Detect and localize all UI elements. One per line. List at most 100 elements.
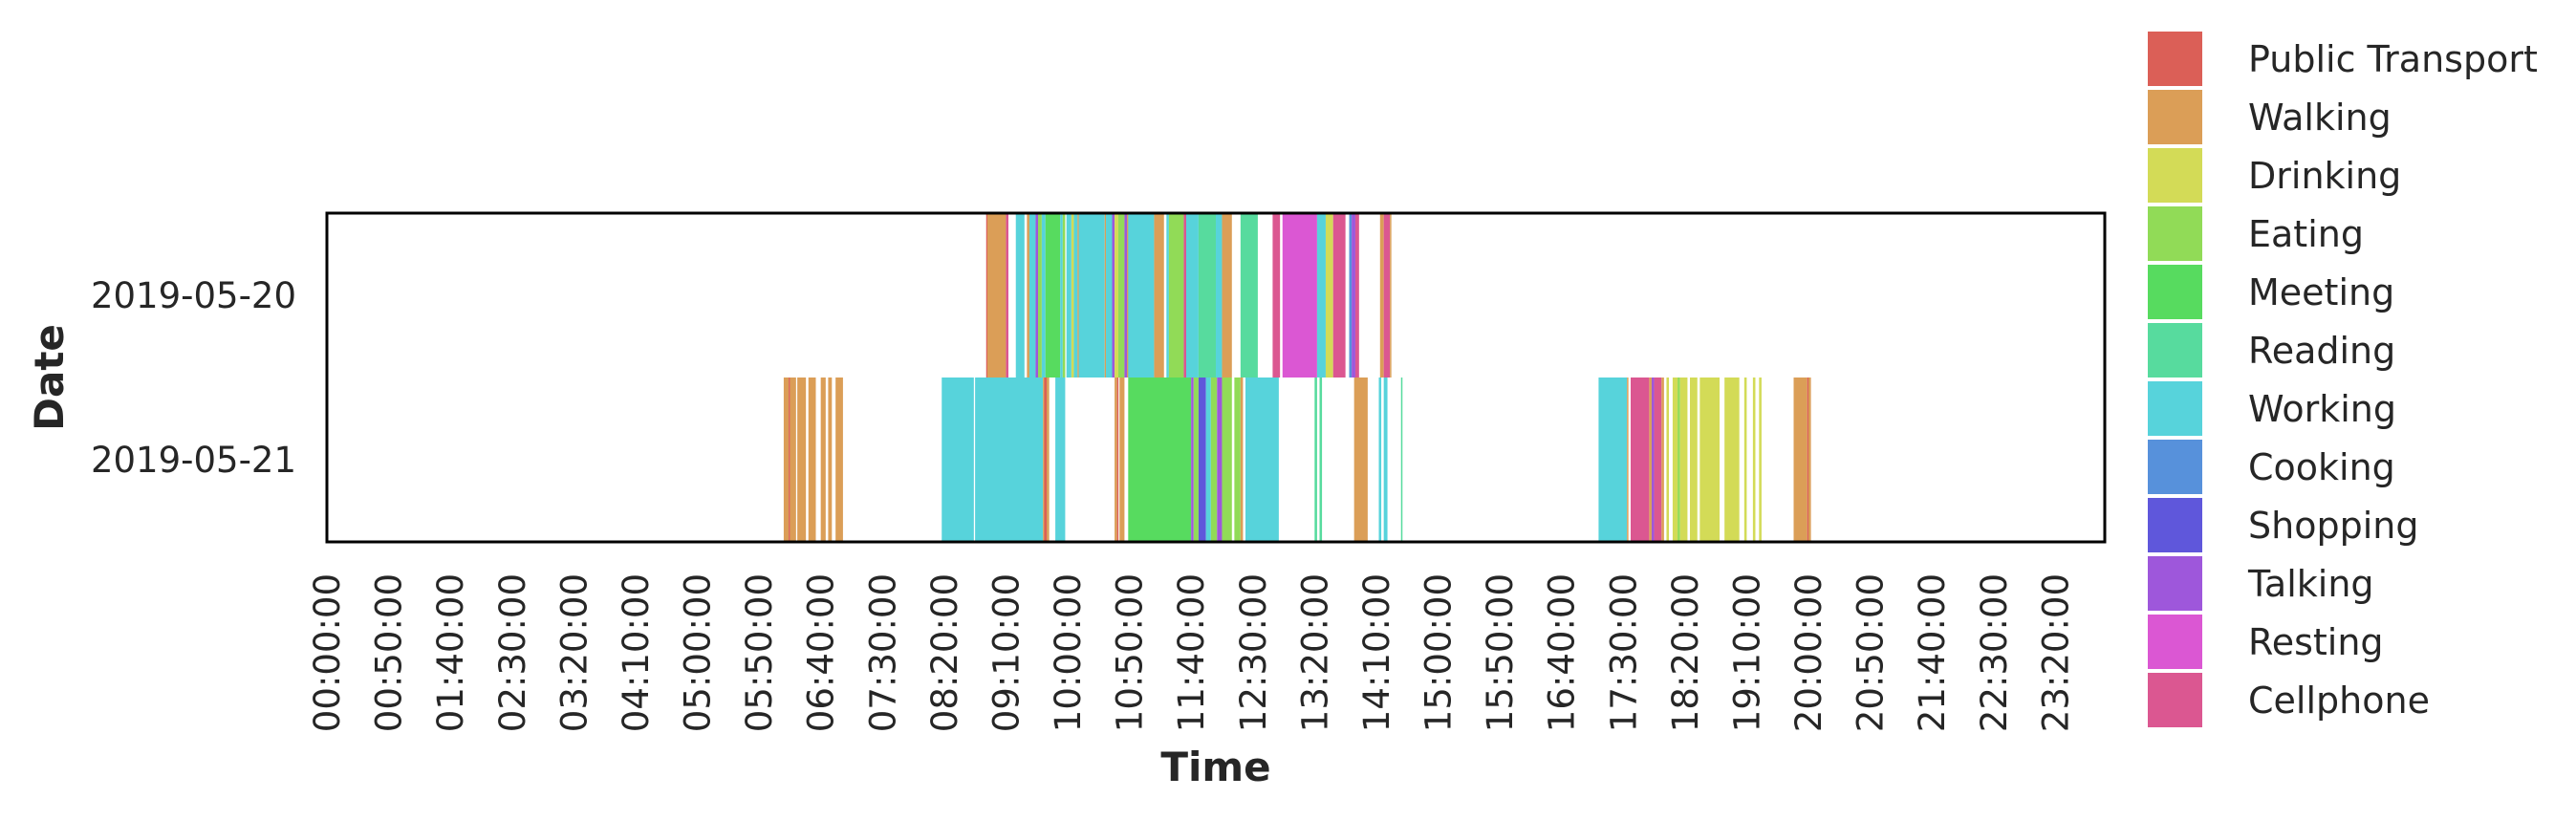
segment-walking [1627,378,1629,542]
legend-swatch [2148,206,2202,261]
x-tick-labels: 00:00:00 00:50:00 01:40:00 02:30:00 03:20:00… [307,573,2076,732]
segment-eating [1193,378,1199,542]
segment-meeting [1128,378,1192,542]
segment-talking [1035,213,1038,378]
legend-label: Meeting [2248,271,2394,313]
segment-walking [1119,378,1125,542]
x-tick-label: 11:40:00 [1171,573,1212,732]
x-tick-label: 22:30:00 [1974,573,2015,732]
segment-working [1028,213,1036,378]
segment-working [1383,378,1388,542]
x-axis-title: Time [1160,744,1270,790]
segment-reading [1319,378,1323,542]
x-tick-label: 01:40:00 [430,573,471,732]
segment-working [1073,213,1078,378]
segment-walking [1240,378,1244,542]
segment-drinking [1115,213,1118,378]
segment-working [1378,378,1382,542]
segment-working [1205,378,1211,542]
segment-resting [1282,213,1317,378]
x-tick-label: 16:40:00 [1542,573,1583,732]
legend-label: Shopping [2248,505,2418,547]
segment-cooking [1349,213,1353,378]
segment-walking [1043,378,1045,542]
segment-cellphone [1631,378,1650,542]
segment-eating [1117,213,1125,378]
segment-drinking [1690,378,1698,542]
x-tick-label: 13:20:00 [1294,573,1335,732]
segment-working [1245,378,1279,542]
segment-reading [1314,378,1317,542]
x-tick-label: 15:00:00 [1418,573,1460,732]
segment-working [1015,213,1025,378]
segment-walking [987,213,1007,378]
x-tick-label: 00:50:00 [369,573,410,732]
x-tick-label: 23:20:00 [2035,573,2076,732]
x-tick-label: 14:10:00 [1356,573,1397,732]
x-tick-label: 21:40:00 [1912,573,1953,732]
segment-working [1166,213,1169,378]
segment-walking [1127,213,1129,378]
y-tick-label: 2019-05-20 [91,275,296,316]
x-tick-label: 19:10:00 [1726,573,1767,732]
segment-walking [1222,213,1232,378]
x-tick-label: 10:50:00 [1110,573,1151,732]
x-tick-label: 20:00:00 [1788,573,1829,732]
segment-cellphone [1383,213,1391,378]
segment-talking [1352,213,1355,378]
segment-walking [1154,213,1164,378]
x-tick-label: 12:30:00 [1233,573,1274,732]
legend-label: Resting [2248,621,2384,663]
segment-public-transport [1807,378,1809,542]
segment-public-transport [1116,378,1119,542]
segment-working [1055,378,1066,542]
segment-drinking [1752,378,1756,542]
segment-cellphone [1183,213,1186,378]
segment-working [1060,213,1063,378]
segment-talking [1112,213,1115,378]
legend-swatch [2148,265,2202,319]
legend-swatch [2148,440,2202,494]
legend-label: Walking [2248,97,2392,139]
segment-working [975,378,1044,542]
segment-walking [797,378,807,542]
segment-walking [1808,378,1811,542]
segment-working [1106,213,1113,378]
segment-working [1078,213,1105,378]
segment-drinking [1699,378,1720,542]
legend-swatch [2148,498,2202,552]
x-tick-label: 00:00:00 [307,573,348,732]
x-tick-label: 02:30:00 [492,573,533,732]
segment-walking [1115,378,1117,542]
segment-working [1216,213,1223,378]
segment-working [1186,213,1199,378]
segment-drinking [1759,378,1762,542]
segment-drinking [1743,378,1747,542]
x-tick-label: 05:00:00 [678,573,719,732]
x-tick-label: 17:30:00 [1603,573,1644,732]
segment-drinking [1679,378,1688,542]
x-tick-label: 10:00:00 [1048,573,1089,732]
segment-walking [808,378,816,542]
x-tick-label: 09:10:00 [985,573,1027,732]
segment-talking [1651,378,1655,542]
x-tick-label: 18:20:00 [1665,573,1706,732]
segment-eating [1038,213,1042,378]
plot-area-frame [325,211,2107,544]
legend-label: Talking [2247,563,2374,605]
segment-drinking [1325,213,1333,378]
legend-swatch [2148,381,2202,436]
segment-working [1316,213,1326,378]
segment-walking [783,378,790,542]
activity-segments [783,213,1811,542]
segment-walking [1077,213,1079,378]
segment-drinking [1724,378,1740,542]
segment-walking [828,378,833,542]
segment-working [942,378,974,542]
y-tick-labels: 2019-05-20 2019-05-21 [91,275,296,481]
segment-walking [835,378,843,542]
legend-label: Cellphone [2248,680,2430,722]
segment-working [1128,213,1155,378]
legend-swatch [2148,148,2202,203]
